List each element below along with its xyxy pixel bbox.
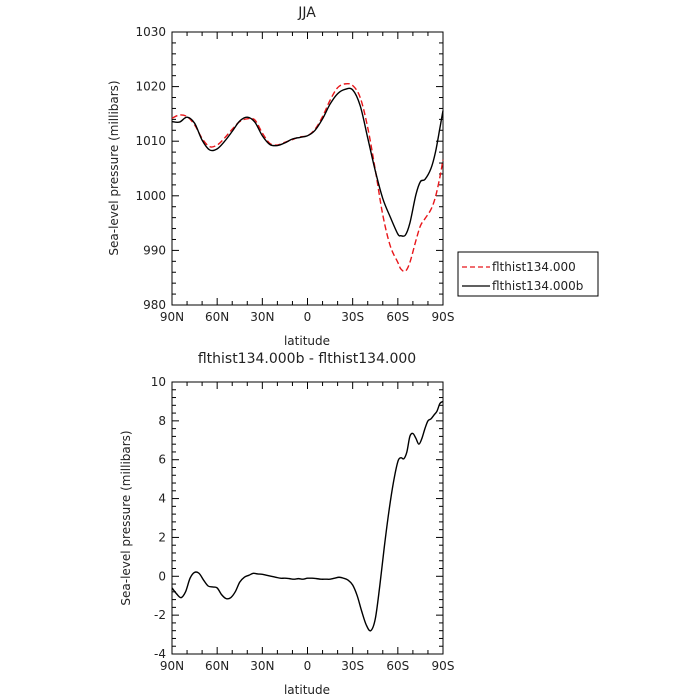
top-plot-frame: [171, 31, 444, 306]
top-chart: JJA 90N 60N 30N 0 30S 60S 90S 980 990 1000 1010 102…: [107, 5, 599, 348]
x-tick-label: 0: [304, 310, 312, 324]
legend-label-series-1: flthist134.000: [492, 260, 576, 274]
y-tick-label: -2: [154, 608, 166, 622]
x-tick-label: 60N: [205, 310, 229, 324]
x-tick-label: 0: [304, 659, 312, 673]
y-tick-label: 1010: [135, 134, 166, 148]
legend-box: [457, 251, 599, 297]
top-chart-title: JJA: [297, 5, 316, 21]
x-tick-label: 30N: [250, 310, 274, 324]
x-tick-label: 60S: [386, 310, 409, 324]
x-tick-label: 60S: [386, 659, 409, 673]
y-tick-label: 980: [143, 298, 166, 312]
bottom-y-axis-label: Sea-level pressure (millibars): [119, 430, 133, 605]
x-tick-label: 90N: [160, 310, 184, 324]
y-tick-label: 0: [158, 569, 166, 583]
bottom-x-axis-label: latitude: [284, 683, 330, 697]
x-tick-label: 30N: [250, 659, 274, 673]
y-tick-label: 8: [158, 414, 166, 428]
x-tick-label: 90S: [432, 310, 455, 324]
y-tick-label: 990: [143, 243, 166, 257]
y-tick-label: -4: [154, 647, 166, 661]
top-axis-ticks: 90N 60N 30N 0 30S 60S 90S 980 990 1000 1010 1020 103…: [135, 25, 454, 324]
bottom-series-group: [171, 400, 444, 632]
y-tick-label: 6: [158, 453, 166, 467]
series-line-2: [171, 87, 444, 237]
legend-label-series-2: flthist134.000b: [492, 279, 583, 293]
top-series-group: [171, 82, 444, 273]
x-tick-label: 30S: [341, 310, 364, 324]
bottom-chart: flthist134.000b - flthist134.000 90N 60N 3…: [119, 351, 454, 697]
y-tick-label: 2: [158, 530, 166, 544]
top-y-axis-label: Sea-level pressure (millibars): [107, 80, 121, 255]
bottom-plot-frame: [171, 381, 444, 655]
x-tick-label: 90N: [160, 659, 184, 673]
top-x-axis-label: latitude: [284, 334, 330, 348]
y-tick-label: 1020: [135, 80, 166, 94]
y-tick-label: 1000: [135, 189, 166, 203]
x-tick-label: 90S: [432, 659, 455, 673]
bottom-chart-title: flthist134.000b - flthist134.000: [198, 351, 416, 367]
x-tick-label: 30S: [341, 659, 364, 673]
bottom-axis-ticks: 90N 60N 30N 0 30S 60S 90S -4 -2 0 2 4 6 8 10: [151, 375, 455, 673]
y-tick-label: 1030: [135, 25, 166, 39]
x-tick-label: 60N: [205, 659, 229, 673]
y-tick-label: 10: [151, 375, 166, 389]
series-line-1: [171, 82, 444, 273]
series-line-1: [171, 400, 444, 632]
y-tick-label: 4: [158, 492, 166, 506]
legend: flthist134.000 flthist134.000b: [457, 251, 599, 297]
